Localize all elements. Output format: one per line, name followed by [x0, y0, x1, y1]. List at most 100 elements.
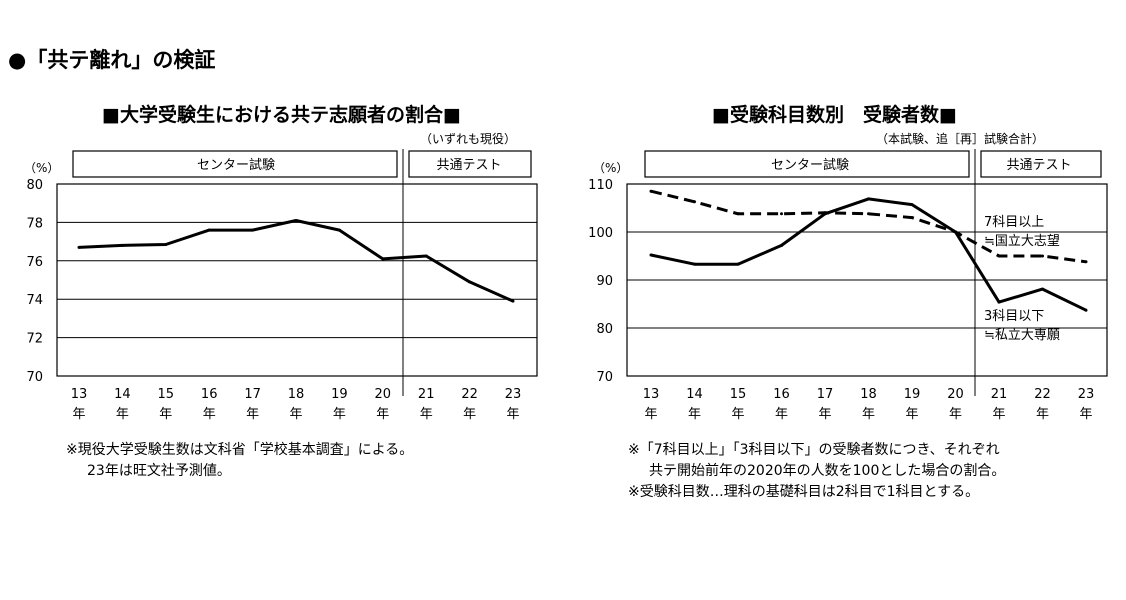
chart-2-series-2-point — [867, 197, 870, 201]
chart-1-x-tick-year: 年 — [159, 407, 172, 422]
chart-2-series-1-point — [780, 212, 783, 216]
chart-2-x-tick-label: 22 — [1034, 387, 1051, 402]
chart-2-x-tick-year: 年 — [1036, 407, 1049, 422]
chart-2-series-2-point — [693, 262, 696, 266]
chart-2-x-tick-year: 年 — [818, 407, 831, 422]
chart-2-series-1-point — [910, 216, 914, 220]
chart-1-period-box-center — [72, 150, 398, 178]
chart-1-y-tick-label: 74 — [26, 293, 43, 308]
chart-1-x-tick-label: 19 — [331, 387, 348, 402]
chart-2-series-2-point — [1041, 287, 1044, 291]
chart-2-series-1-point — [997, 254, 1001, 258]
chart-1-x-tick-year: 年 — [506, 407, 519, 422]
chart-2-series-2-point — [649, 253, 653, 257]
chart-1-x-tick-label: 13 — [71, 387, 88, 402]
chart-2-x-tick-label: 16 — [773, 387, 790, 402]
chart-2-x-tick-year: 年 — [949, 407, 962, 422]
chart-2-x-tick-year: 年 — [644, 407, 657, 422]
chart-1-series-1-point — [251, 228, 255, 232]
chart-1-x-tick-label: 18 — [288, 387, 305, 402]
chart-1-x-tick-label: 17 — [244, 387, 261, 402]
chart-1-series-1-point — [77, 245, 81, 249]
chart-2-x-tick-year: 年 — [1079, 407, 1092, 422]
chart-1-x-tick-year: 年 — [116, 407, 129, 422]
chart-1-period-label-center: センター試験 — [197, 157, 275, 173]
chart-1-y-tick-label: 78 — [26, 216, 43, 231]
chart-2-series-2-point — [1084, 308, 1088, 312]
chart-2-y-tick-label: 100 — [588, 226, 613, 241]
chart-2-x-tick-label: 17 — [817, 387, 834, 402]
chart-1-y-tick-label: 72 — [26, 332, 43, 347]
chart-2-note-1: ※「7科目以上」「3科目以下」の受験者数につき、それぞれ — [628, 442, 1000, 458]
chart-2-x-tick-label: 15 — [730, 387, 747, 402]
chart-2-series-1-point — [693, 200, 696, 204]
chart-1-series-1-point — [294, 218, 298, 222]
chart-2-series-2-point — [736, 262, 740, 266]
chart-1-x-tick-year: 年 — [289, 407, 302, 422]
chart-2-series-2-label: 3科目以下 — [984, 309, 1044, 324]
chart-2-note-3: ※受験科目数…理科の基礎科目は2科目で1科目とする。 — [628, 484, 980, 500]
chart-1-note-2: 23年は旺文社予測値。 — [87, 463, 231, 479]
chart-1-series-1-point — [381, 257, 385, 261]
chart-1-series-1-point — [468, 280, 472, 284]
chart-1-plot-frame — [56, 183, 538, 377]
chart-2-period-label-kyotsu: 共通テスト — [1006, 158, 1071, 173]
chart-2-series-1-label: 7科目以上 — [984, 215, 1044, 230]
chart-1-x-tick-year: 年 — [376, 407, 389, 422]
chart-1-series-1-point — [164, 242, 168, 246]
chart-1-x-tick-label: 14 — [114, 387, 131, 402]
chart-1-x-tick-year: 年 — [333, 407, 346, 422]
chart-2-series-1-line — [650, 189, 1087, 264]
chart-1-y-axis-label: （%） — [24, 161, 59, 175]
chart-2-series-2-point — [997, 300, 1001, 304]
chart-1-y-tick-label: 70 — [26, 370, 43, 385]
chart-2-title: ■受験科目数別 受験者数■ — [712, 104, 957, 126]
chart-2-x-tick-year: 年 — [862, 407, 875, 422]
chart-2-period-box-kyotsu — [980, 150, 1102, 178]
chart-2-x-tick-label: 13 — [643, 387, 660, 402]
chart-1-x-tick-year: 年 — [463, 407, 476, 422]
chart-2-subtitle: （本試験、追［再］試験合計） — [876, 132, 1045, 146]
chart-2-y-tick-label: 80 — [596, 322, 613, 337]
chart-1-x-tick-label: 20 — [375, 387, 392, 402]
chart-2-series-1-point — [1041, 254, 1044, 258]
chart-2-period-box-center — [644, 150, 970, 178]
chart-1-series-1-point — [337, 228, 341, 232]
chart-2-y-axis-label: （%） — [593, 161, 628, 175]
chart-1-x-tick-label: 23 — [505, 387, 522, 402]
chart-1-series-1-point — [424, 254, 428, 258]
chart-2-x-tick-year: 年 — [775, 407, 788, 422]
chart-1-period-box-kyotsu — [408, 150, 532, 178]
chart-1-x-tick-year: 年 — [420, 407, 433, 422]
chart-2-series-2-point — [910, 203, 914, 207]
chart-1-x-tick-year: 年 — [246, 407, 259, 422]
chart-1-x-tick-label: 22 — [461, 387, 478, 402]
chart-2-x-tick-label: 14 — [686, 387, 703, 402]
chart-2-note-2: 共テ開始前年の2020年の人数を100とした場合の割合。 — [649, 463, 1006, 479]
chart-2-x-tick-year: 年 — [688, 407, 701, 422]
chart-1-y-tick-label: 76 — [26, 255, 43, 270]
chart-2-x-tick-label: 18 — [860, 387, 877, 402]
chart-2-series-1-point — [1084, 260, 1088, 264]
page-title: ●「共テ離れ」の検証 — [8, 48, 216, 72]
chart-2-y-tick-label: 90 — [596, 274, 613, 289]
chart-2-x-tick-year: 年 — [905, 407, 918, 422]
chart-2-series-2-point — [954, 230, 957, 234]
chart-1-note-1: ※現役大学受験生数は文科省「学校基本調査」による。 — [66, 442, 414, 458]
chart-2-y-tick-label: 70 — [596, 370, 613, 385]
chart-1-series-1-point — [207, 228, 211, 232]
chart-2-plot-frame — [626, 183, 1108, 377]
chart-1-x-tick-year: 年 — [203, 407, 216, 422]
chart-1-y-tick-label: 80 — [26, 178, 43, 193]
chart-2-x-tick-label: 20 — [947, 387, 964, 402]
chart-2-y-tick-label: 110 — [588, 178, 613, 193]
chart-2-series-1-point — [736, 212, 740, 216]
chart-2-x-tick-year: 年 — [992, 407, 1005, 422]
chart-1-x-tick-label: 15 — [158, 387, 175, 402]
chart-1-subtitle: （いずれも現役） — [420, 132, 517, 146]
chart-2-series-1-point — [867, 212, 870, 216]
chart-2-x-tick-label: 23 — [1078, 387, 1095, 402]
chart-2-series-2-point — [780, 243, 783, 247]
chart-2-x-tick-year: 年 — [731, 407, 744, 422]
